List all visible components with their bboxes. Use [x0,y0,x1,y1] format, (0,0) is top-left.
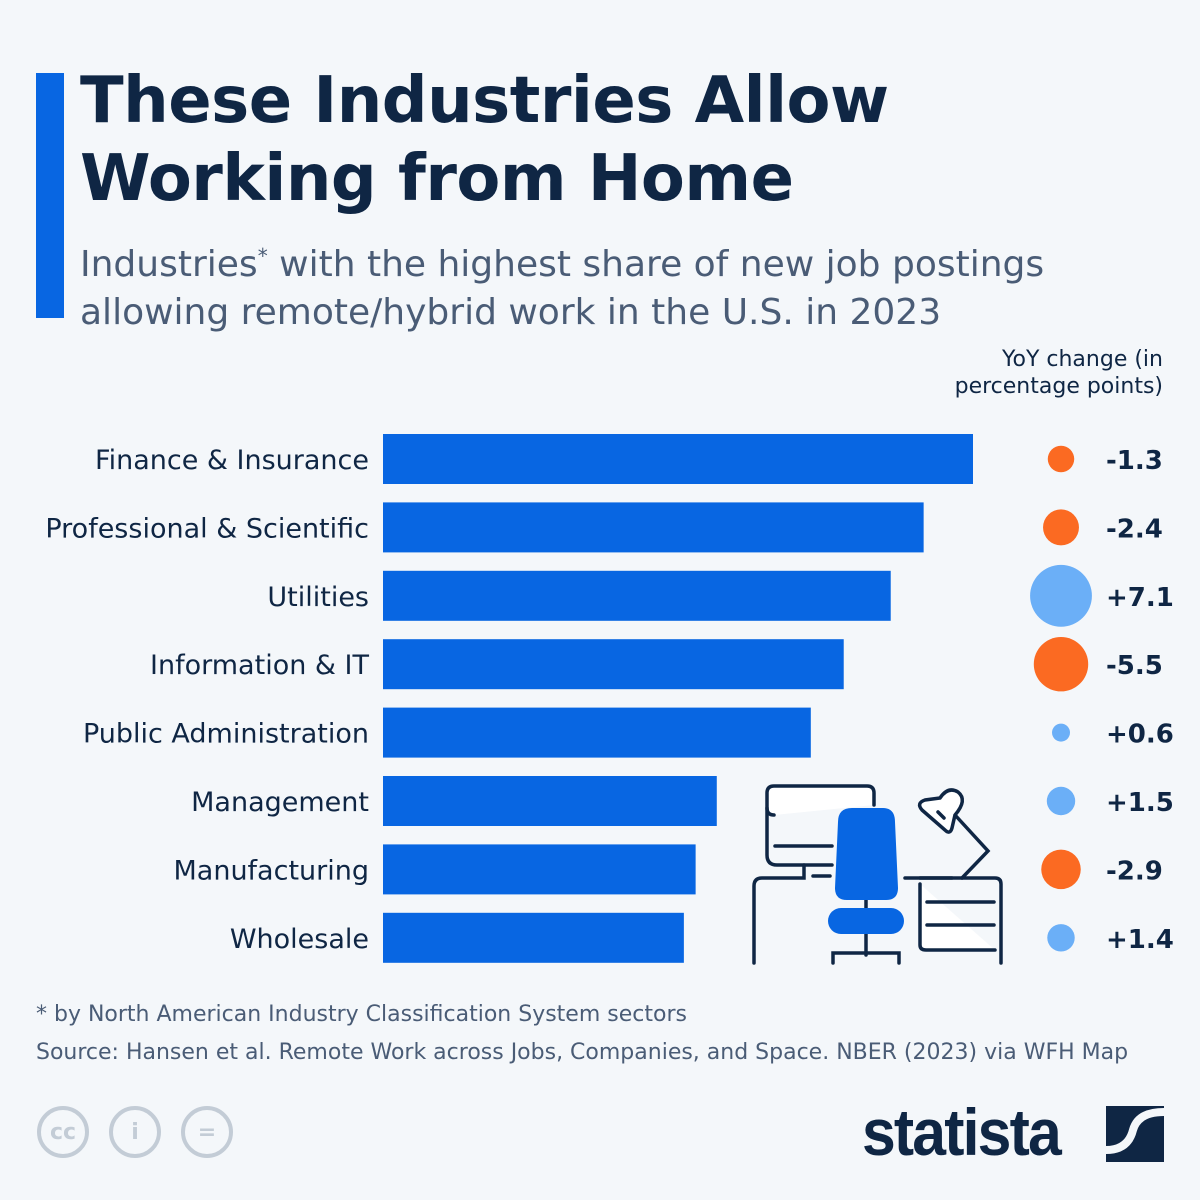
yoy-bubble [1030,564,1092,627]
yoy-bubble [1033,636,1089,692]
yoy-value-label: +0.6 [1106,720,1174,750]
bar [383,434,973,484]
category-label: Utilities [267,582,369,613]
category-label: Professional & Scientific [45,513,369,544]
yoy-value-label: +7.1 [1106,583,1174,613]
yoy-value-label: +1.5 [1106,788,1174,818]
yoy-bubble [1043,509,1079,546]
bar [383,639,844,690]
home-office-illustration [752,784,1003,965]
bar [383,707,811,758]
category-label: Manufacturing [173,855,369,886]
no-derivatives-icon[interactable]: = [181,1106,233,1158]
yoy-bubble [1046,786,1076,816]
footnote: * by North American Industry Classificat… [36,1002,687,1027]
bar [383,912,684,963]
bar [383,570,891,621]
source: Source: Hansen et al. Remote Work across… [36,1040,1129,1065]
category-label: Wholesale [230,924,369,955]
category-label: Finance & Insurance [95,445,369,476]
yoy-value-label: -2.9 [1106,856,1163,886]
bar [383,844,696,895]
yoy-bubble [1041,849,1081,890]
yoy-value-label: -1.3 [1106,446,1163,476]
yoy-value-label: +1.4 [1106,925,1174,955]
statista-logo[interactable]: statista [862,1095,1062,1169]
yoy-header: YoY change (in percentage points) [954,347,1163,399]
page-title: These Industries Allow Working from Home [80,64,889,216]
yoy-bubble [1052,723,1070,742]
subtitle: Industries* with the highest share of ne… [80,244,1045,333]
cc-icon[interactable]: cc [37,1106,89,1158]
bar [383,776,717,826]
category-label: Public Administration [83,719,369,750]
attribution-icon[interactable]: i [109,1106,161,1158]
title-accent-bar [36,73,64,318]
yoy-value-label: -5.5 [1106,651,1163,681]
yoy-value-label: -2.4 [1106,514,1163,544]
yoy-bubble [1047,924,1075,952]
category-label: Management [191,787,369,818]
bar [383,502,924,553]
yoy-bubble [1047,445,1075,473]
category-label: Information & IT [150,650,369,681]
